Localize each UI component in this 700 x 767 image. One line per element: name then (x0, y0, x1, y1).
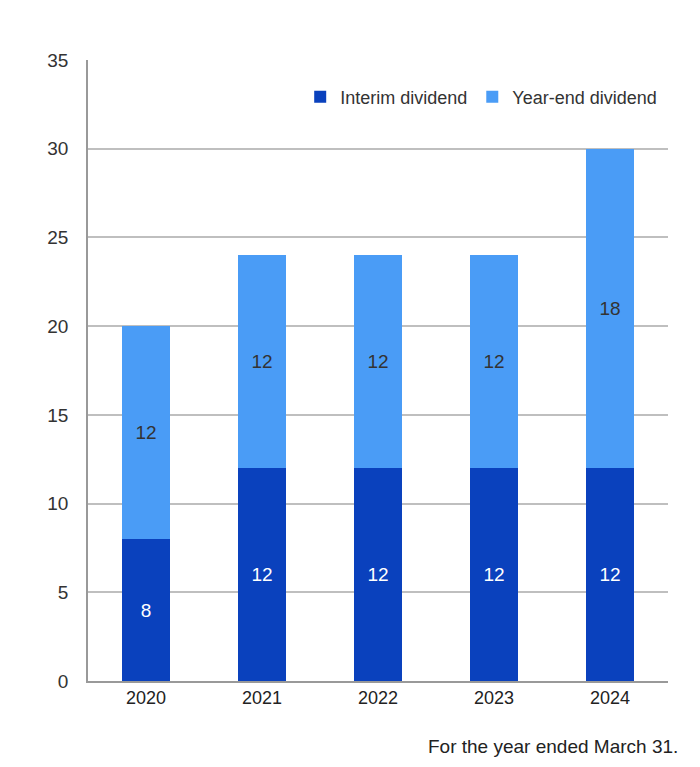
svg-text:For the year ended March 31.: For the year ended March 31. (428, 736, 678, 757)
svg-text:0: 0 (58, 671, 69, 692)
svg-text:12: 12 (251, 351, 272, 372)
svg-text:12: 12 (251, 564, 272, 585)
svg-text:2024: 2024 (590, 688, 630, 708)
svg-text:2023: 2023 (474, 688, 514, 708)
svg-text:2022: 2022 (358, 688, 398, 708)
svg-text:5: 5 (58, 582, 69, 603)
svg-text:12: 12 (483, 564, 504, 585)
svg-text:25: 25 (47, 227, 68, 248)
svg-text:20: 20 (47, 316, 68, 337)
svg-text:2020: 2020 (126, 688, 166, 708)
svg-text:12: 12 (367, 351, 388, 372)
svg-text:12: 12 (599, 564, 620, 585)
svg-text:Interim dividend: Interim dividend (340, 88, 467, 108)
svg-text:30: 30 (47, 138, 68, 159)
svg-text:12: 12 (135, 422, 156, 443)
svg-text:18: 18 (599, 298, 620, 319)
svg-text:35: 35 (47, 50, 68, 71)
svg-text:Year-end dividend: Year-end dividend (512, 88, 656, 108)
svg-text:12: 12 (483, 351, 504, 372)
svg-text:10: 10 (47, 493, 68, 514)
svg-text:2021: 2021 (242, 688, 282, 708)
svg-text:8: 8 (141, 600, 152, 621)
svg-text:15: 15 (47, 405, 68, 426)
svg-text:12: 12 (367, 564, 388, 585)
